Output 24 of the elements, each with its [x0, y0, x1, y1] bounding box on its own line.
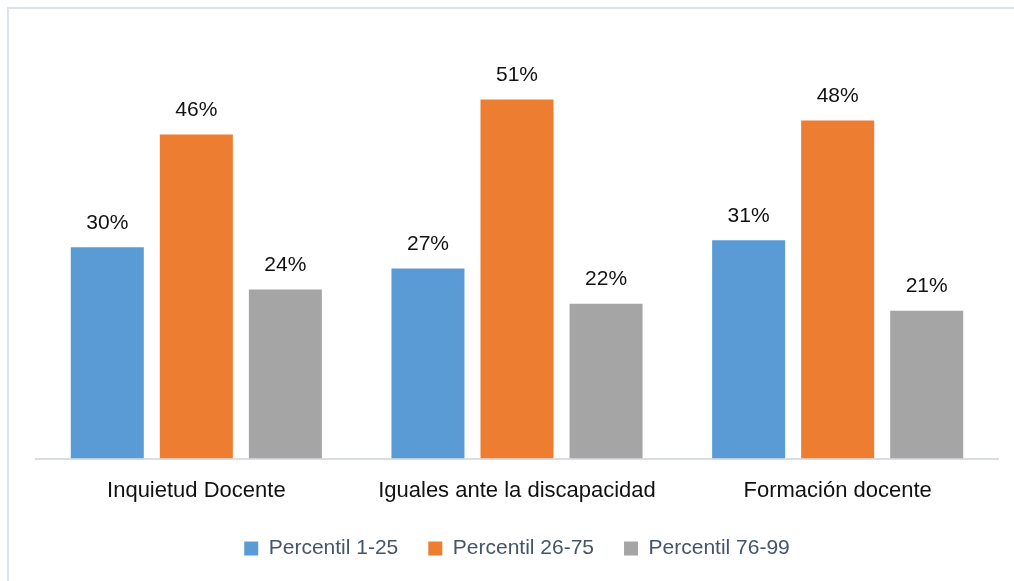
bar	[569, 303, 643, 459]
data-label: 31%	[727, 202, 770, 226]
legend-label: Percentil 76-99	[648, 535, 790, 559]
legend-label: Percentil 26-75	[452, 535, 595, 559]
data-label: 46%	[175, 96, 218, 120]
data-label: 30%	[86, 209, 129, 233]
bar	[712, 240, 786, 459]
bar	[801, 120, 875, 459]
bar	[890, 310, 964, 459]
bar	[391, 268, 465, 459]
x-tick-label: Inquietud Docente	[107, 476, 286, 502]
legend-label: Percentil 1-25	[268, 535, 399, 559]
bar	[248, 289, 322, 459]
data-label: 27%	[406, 230, 449, 254]
data-label: 48%	[816, 82, 859, 106]
x-tick-label: Formación docente	[743, 476, 932, 502]
data-label: 24%	[264, 251, 307, 275]
bar	[159, 134, 233, 459]
data-label: 51%	[495, 61, 539, 85]
bar	[480, 99, 554, 459]
bar	[70, 247, 144, 459]
data-label: 21%	[905, 272, 948, 296]
data-label: 22%	[585, 265, 628, 289]
x-tick-label: Iguales ante la discapacidad	[378, 476, 656, 502]
